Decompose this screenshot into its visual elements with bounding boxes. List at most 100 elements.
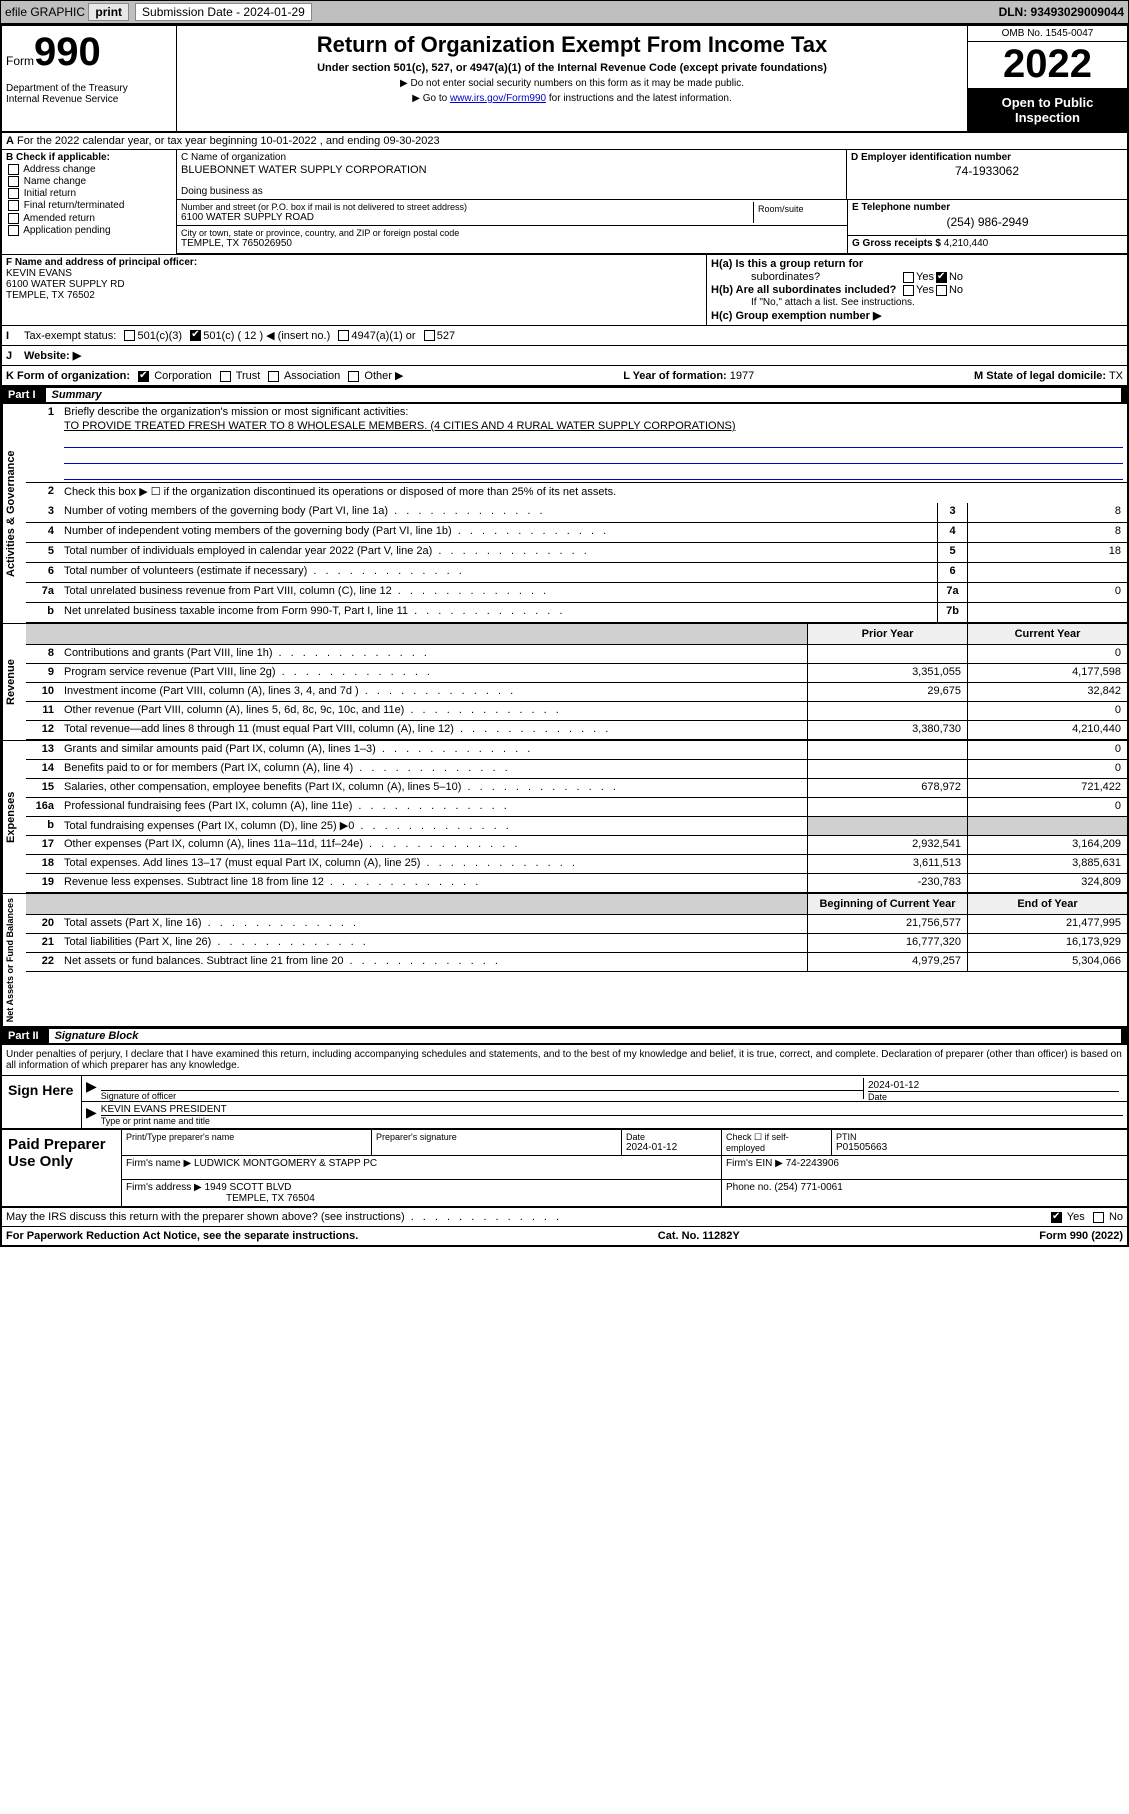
discuss-yes[interactable]: [1051, 1212, 1062, 1223]
ptin-val: P01505663: [836, 1142, 1123, 1153]
b-opt-2: Initial return: [24, 188, 76, 199]
b-label: B Check if applicable:: [6, 152, 110, 163]
opt-other: Other ▶: [364, 370, 403, 382]
form-header: Form990 Department of the Treasury Inter…: [2, 26, 1127, 133]
firm-addr1: 1949 SCOTT BLVD: [205, 1182, 292, 1193]
b-opt-0: Address change: [23, 164, 95, 175]
header-mid: Return of Organization Exempt From Incom…: [177, 26, 967, 131]
street-lbl: Number and street (or P.O. box if mail i…: [181, 202, 753, 212]
m-lbl: M State of legal domicile:: [974, 370, 1106, 382]
hb-lbl: H(b) Are all subordinates included?: [711, 284, 896, 296]
footer-mid: Cat. No. 11282Y: [658, 1230, 740, 1242]
chk-initial[interactable]: Initial return: [6, 188, 172, 199]
sig-date-lbl: Date: [868, 1091, 1119, 1102]
chk-other[interactable]: [348, 371, 359, 382]
chk-corp[interactable]: [138, 371, 149, 382]
firm-ein-lbl: Firm's EIN ▶: [726, 1158, 783, 1169]
line-22: 22Net assets or fund balances. Subtract …: [26, 953, 1127, 972]
ein-lbl: D Employer identification number: [851, 152, 1011, 163]
officer-name: KEVIN EVANS: [6, 268, 72, 279]
row-i: I Tax-exempt status: 501(c)(3) 501(c) ( …: [2, 326, 1127, 346]
print-button[interactable]: print: [88, 3, 129, 21]
discuss-text: May the IRS discuss this return with the…: [6, 1211, 562, 1223]
prep-self-lbl: Check ☐ if self-employed: [726, 1132, 827, 1153]
l-val: 1977: [730, 370, 754, 382]
ein-value: 74-1933062: [851, 164, 1123, 178]
row-2: 2 Check this box ▶ ☐ if the organization…: [26, 483, 1127, 503]
head-end: End of Year: [967, 894, 1127, 914]
note2-post: for instructions and the latest informat…: [546, 93, 732, 104]
chk-namechange[interactable]: Name change: [6, 176, 172, 187]
part-2-header: Part II Signature Block: [2, 1027, 1127, 1045]
officer-addr1: 6100 WATER SUPPLY RD: [6, 279, 125, 290]
address-box: Number and street (or P.O. box if mail i…: [177, 200, 847, 253]
chk-address[interactable]: Address change: [6, 164, 172, 175]
yes-lbl2: Yes: [916, 284, 934, 296]
form-subtitle: Under section 501(c), 527, or 4947(a)(1)…: [183, 62, 961, 74]
firm-addr-lbl: Firm's address ▶: [126, 1182, 202, 1193]
l-lbl: L Year of formation:: [623, 370, 727, 382]
street-val: 6100 WATER SUPPLY ROAD: [181, 212, 753, 223]
section-d: D Employer identification number 74-1933…: [847, 150, 1127, 199]
period-text: For the 2022 calendar year, or tax year …: [17, 135, 440, 147]
note2-pre: ▶ Go to: [412, 93, 450, 104]
hc-lbl: H(c) Group exemption number ▶: [711, 309, 881, 322]
blank-line: [64, 450, 1123, 464]
chk-4947[interactable]: [338, 330, 349, 341]
line-20: 20Total assets (Part X, line 16) 21,756,…: [26, 915, 1127, 934]
discuss-no[interactable]: [1093, 1212, 1104, 1223]
hb-no[interactable]: [936, 285, 947, 296]
open-inspection: Open to Public Inspection: [968, 89, 1127, 131]
section-b: B Check if applicable: Address change Na…: [2, 150, 177, 254]
side-gov: Activities & Governance: [2, 404, 26, 623]
ha-sub: subordinates?: [711, 271, 901, 283]
gov-line-7a: 7aTotal unrelated business revenue from …: [26, 583, 1127, 603]
submission-date: Submission Date - 2024-01-29: [135, 3, 312, 21]
chk-final[interactable]: Final return/terminated: [6, 200, 172, 211]
side-net: Net Assets or Fund Balances: [2, 894, 26, 1026]
hb-note: If "No," attach a list. See instructions…: [711, 297, 1123, 308]
phone-lbl: E Telephone number: [852, 202, 950, 213]
ha-yes[interactable]: [903, 272, 914, 283]
row-j: J Website: ▶: [2, 346, 1127, 366]
gov-line-b: bNet unrelated business taxable income f…: [26, 603, 1127, 623]
mission-q: Briefly describe the organization's miss…: [64, 406, 408, 418]
discuss-row: May the IRS discuss this return with the…: [2, 1208, 1127, 1227]
hb-yes[interactable]: [903, 285, 914, 296]
head-prior: Prior Year: [807, 624, 967, 644]
chk-501c3[interactable]: [124, 330, 135, 341]
m-val: TX: [1109, 370, 1123, 382]
gov-line-4: 4Number of independent voting members of…: [26, 523, 1127, 543]
form-prefix: Form: [6, 54, 34, 68]
chk-amended[interactable]: Amended return: [6, 213, 172, 224]
form-number: 990: [34, 30, 101, 74]
dba-lbl: Doing business as: [181, 186, 842, 197]
no3: No: [1109, 1211, 1123, 1223]
chk-assoc[interactable]: [268, 371, 279, 382]
ha-no[interactable]: [936, 272, 947, 283]
q2-text: Check this box ▶ ☐ if the organization d…: [60, 483, 1127, 503]
head-beg: Beginning of Current Year: [807, 894, 967, 914]
line-17: 17Other expenses (Part IX, column (A), l…: [26, 836, 1127, 855]
b-opt-4: Amended return: [23, 213, 95, 224]
yes-lbl: Yes: [916, 271, 934, 283]
line-21: 21Total liabilities (Part X, line 26) 16…: [26, 934, 1127, 953]
dln-label: DLN: 93493029009044: [999, 5, 1124, 19]
irs-link[interactable]: www.irs.gov/Form990: [450, 93, 546, 104]
part-1-header: Part I Summary: [2, 386, 1127, 404]
row-fh: F Name and address of principal officer:…: [2, 255, 1127, 326]
prep-name-lbl: Print/Type preparer's name: [126, 1132, 367, 1142]
chk-pending[interactable]: Application pending: [6, 225, 172, 236]
opt-501c3: 501(c)(3): [137, 330, 182, 342]
line-16a: 16aProfessional fundraising fees (Part I…: [26, 798, 1127, 817]
line-b: bTotal fundraising expenses (Part IX, co…: [26, 817, 1127, 836]
firm-addr2: TEMPLE, TX 76504: [126, 1193, 315, 1204]
arrow-icon: ▶: [86, 1104, 97, 1126]
row-k: K Form of organization: Corporation Trus…: [2, 366, 1127, 386]
chk-501c[interactable]: [190, 330, 201, 341]
chk-527[interactable]: [424, 330, 435, 341]
sig-name-lbl: Type or print name and title: [101, 1115, 1123, 1126]
chk-trust[interactable]: [220, 371, 231, 382]
header-right: OMB No. 1545-0047 2022 Open to Public In…: [967, 26, 1127, 131]
block-bcd: B Check if applicable: Address change Na…: [2, 150, 1127, 255]
